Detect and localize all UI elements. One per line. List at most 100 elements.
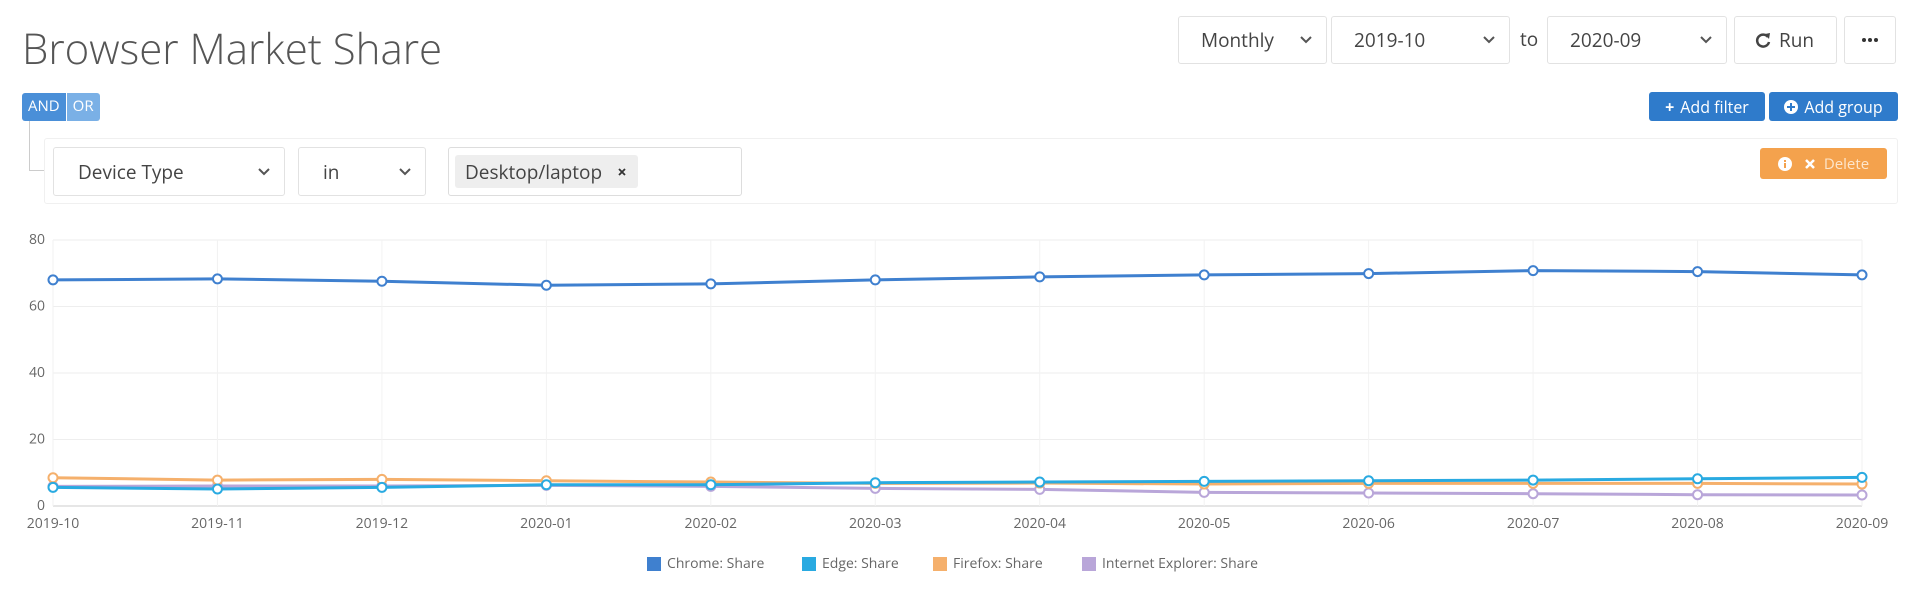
data-point [1527,474,1539,486]
connector [29,121,44,171]
legend-label: Edge: Share [822,554,899,573]
legend-label: Chrome: Share [667,554,764,573]
delete: Delete [1823,153,1870,174]
x-tick-label: 2020-02 [685,514,738,533]
data-point [1527,265,1539,277]
chevron [1300,36,1312,44]
legend-swatch [802,557,816,571]
interval: Monthly [1201,27,1274,53]
add-filter-button[interactable]: + Add filter [1649,92,1765,121]
data-point [47,274,59,286]
data-point [1856,269,1868,281]
data-point [1856,471,1868,483]
chevron [258,167,270,175]
add-group: Add group [1804,95,1883,118]
legend-swatch [1082,557,1096,571]
operator-select[interactable]: in [298,147,426,196]
data-point [1034,271,1046,283]
data-point [211,483,223,495]
data-point [1198,475,1210,487]
x-tick-label: 2020-04 [1013,514,1066,533]
operator: in [323,158,340,185]
data-point [540,279,552,291]
value-tag: Desktop/laptop [455,155,639,188]
x-tick-label: 2020-03 [849,514,902,533]
interval-select[interactable]: Monthly [1178,16,1327,64]
x-tick-label: 2020-05 [1178,514,1231,533]
data-point [1034,476,1046,488]
legend-label: Firefox: Share [953,554,1043,573]
x-tick-label: 2019-11 [191,514,244,533]
data-point [1692,473,1704,485]
info-icon [1777,156,1792,171]
x-tick-label: 2020-07 [1507,514,1560,533]
x-tick-label: 2020-01 [520,514,573,533]
run-button[interactable]: Run [1734,16,1837,64]
data-point [869,477,881,489]
and-button[interactable]: AND [22,93,66,121]
data-point [1363,475,1375,487]
field: Device Type [78,158,184,185]
refresh-icon [1755,33,1771,48]
to: 2020-09 [1570,27,1642,53]
data-point [705,479,717,491]
data-point [1692,489,1704,501]
or-button[interactable]: OR [66,93,100,121]
more-button[interactable] [1844,16,1896,64]
series-line [52,483,1863,497]
data-point [869,274,881,286]
data-point [1856,489,1868,501]
plus-circle [1784,99,1799,114]
chevron [1483,36,1495,44]
series-line [52,475,1863,491]
x-tick-label: 2020-08 [1671,514,1724,533]
series-line [52,269,1863,287]
x-icon [1804,158,1815,169]
x-tick-label: 2019-10 [27,514,80,533]
data-point [1363,487,1375,499]
remove-tag[interactable] [618,168,626,176]
data-point [1692,266,1704,278]
chevron [399,167,411,175]
value: Desktop/laptop [465,158,603,185]
add-group-button[interactable]: Add group [1769,92,1898,121]
page-title: Browser Market Share [22,20,443,77]
value-input[interactable]: Desktop/laptop [448,147,742,196]
filter-row [44,138,1898,204]
chevron [1700,36,1712,44]
data-point [376,481,388,493]
x-tick-label: 2019-12 [356,514,409,533]
data-point [211,474,223,486]
data-point [540,479,552,491]
data-point [705,278,717,290]
data-point [1198,269,1210,281]
from: 2019-10 [1354,27,1426,53]
y-tick-label: 0 [37,496,45,515]
legend-swatch [647,557,661,571]
dots-icon [1862,38,1878,42]
data-point [211,273,223,285]
y-tick-label: 40 [29,363,45,382]
data-point [1527,488,1539,500]
to-select[interactable]: 2020-09 [1547,16,1727,64]
add-filter: Add filter [1680,95,1749,118]
data-point [47,472,59,484]
legend-swatch [933,557,947,571]
run: Run [1779,27,1815,53]
y-tick-label: 80 [29,230,45,249]
y-tick-label: 20 [29,429,45,448]
data-point [376,275,388,287]
delete-button[interactable]: Delete [1760,148,1887,179]
x-tick-label: 2020-09 [1836,514,1889,533]
y-tick-label: 60 [29,296,45,315]
x-tick-label: 2020-06 [1342,514,1395,533]
data-point [1363,268,1375,280]
and-or-toggle: AND OR [22,93,118,121]
to-label: to [1520,26,1539,52]
legend-label: Internet Explorer: Share [1102,554,1258,573]
data-point [47,481,59,493]
from-select[interactable]: 2019-10 [1331,16,1510,64]
field-select[interactable]: Device Type [53,147,285,196]
